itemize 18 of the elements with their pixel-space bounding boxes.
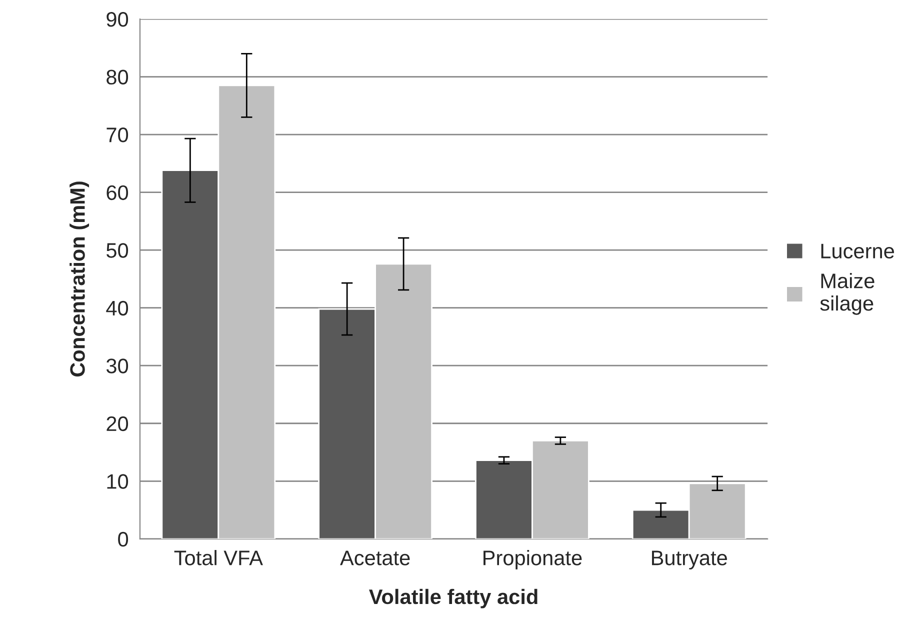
y-axis-title: Concentration (mM) — [70, 182, 90, 376]
y-tick-label: 80 — [106, 70, 128, 85]
y-tick-label: 50 — [106, 243, 128, 258]
x-tick-label: Butryate — [652, 550, 727, 570]
y-tick-label: 0 — [118, 532, 128, 547]
y-tick-label: 60 — [106, 185, 128, 200]
y-tick-label: 70 — [106, 128, 128, 142]
legend-label: Maize silage — [820, 273, 874, 315]
y-tick-label: 20 — [106, 416, 128, 432]
x-tick-label: Acetate — [340, 550, 410, 566]
y-tick-label: 10 — [107, 474, 128, 489]
legend-label: Lucerne — [821, 244, 894, 258]
y-tick-label: 90 — [106, 12, 128, 27]
y-tick-label: 40 — [106, 300, 128, 316]
x-tick-label: Propionate — [484, 550, 582, 570]
y-tick-label: 30 — [106, 358, 128, 374]
x-axis-title: Volatile fatty acid — [369, 588, 538, 608]
x-tick-label: Total VFA — [174, 550, 263, 566]
